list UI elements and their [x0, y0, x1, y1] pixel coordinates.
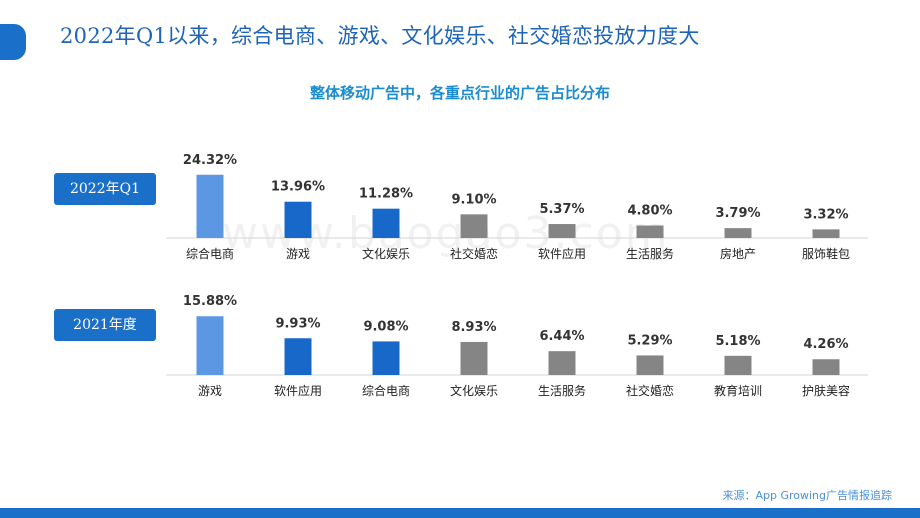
- data-label: 5.18%: [715, 334, 760, 349]
- category-label: 社交婚恋: [450, 246, 498, 261]
- bar: [724, 228, 752, 238]
- data-label: 6.44%: [539, 329, 584, 344]
- page-title: 2022年Q1以来，综合电商、游戏、文化娱乐、社交婚恋投放力度大: [60, 24, 700, 48]
- category-label: 软件应用: [274, 383, 322, 398]
- category-label: 服饰鞋包: [802, 246, 850, 261]
- bar: [460, 341, 488, 375]
- data-label: 11.28%: [359, 187, 413, 202]
- category-label: 游戏: [198, 384, 222, 398]
- bar: [812, 229, 840, 238]
- category-label: 生活服务: [538, 383, 586, 398]
- category-label: 房地产: [720, 246, 756, 261]
- data-label: 24.32%: [183, 153, 237, 168]
- bar: [548, 351, 576, 375]
- data-label: 9.08%: [363, 319, 408, 334]
- bar: [372, 341, 400, 375]
- data-label: 5.29%: [627, 333, 672, 348]
- category-label: 综合电商: [186, 246, 234, 261]
- category-label: 护肤美容: [802, 383, 850, 398]
- bar: [812, 359, 840, 375]
- data-label: 9.10%: [451, 192, 496, 207]
- bar: [196, 316, 224, 375]
- bar: [636, 355, 664, 375]
- category-label: 文化娱乐: [362, 246, 410, 261]
- bottom-bar: [0, 508, 920, 518]
- category-label: 软件应用: [538, 246, 586, 261]
- category-label: 教育培训: [714, 383, 762, 398]
- data-label: 4.80%: [627, 204, 672, 219]
- data-label: 15.88%: [183, 294, 237, 309]
- category-label: 文化娱乐: [450, 383, 498, 398]
- period-label-2022q1: 2022年Q1: [54, 173, 156, 205]
- bar: [196, 174, 224, 238]
- bar: [460, 214, 488, 238]
- chart-subtitle: 整体移动广告中，各重点行业的广告占比分布: [309, 84, 610, 102]
- category-label: 游戏: [286, 247, 310, 261]
- category-label: 生活服务: [626, 246, 674, 261]
- category-label: 社交婚恋: [626, 383, 674, 398]
- data-label: 3.79%: [715, 206, 760, 221]
- corner-accent-tab: [0, 24, 26, 60]
- bar: [724, 355, 752, 375]
- data-label: 9.93%: [275, 316, 320, 331]
- bar: [284, 201, 312, 238]
- period-label-2021: 2021年度: [54, 309, 156, 341]
- data-label: 13.96%: [271, 180, 325, 195]
- data-label: 3.32%: [803, 207, 848, 222]
- bar: [284, 338, 312, 375]
- data-label: 8.93%: [451, 320, 496, 335]
- bar: [548, 224, 576, 238]
- bar: [372, 208, 400, 238]
- source-note: 来源：App Growing广告情报追踪: [722, 489, 892, 502]
- category-label: 综合电商: [362, 383, 410, 398]
- bar: [636, 225, 664, 238]
- data-label: 4.26%: [803, 337, 848, 352]
- data-label: 5.37%: [539, 202, 584, 217]
